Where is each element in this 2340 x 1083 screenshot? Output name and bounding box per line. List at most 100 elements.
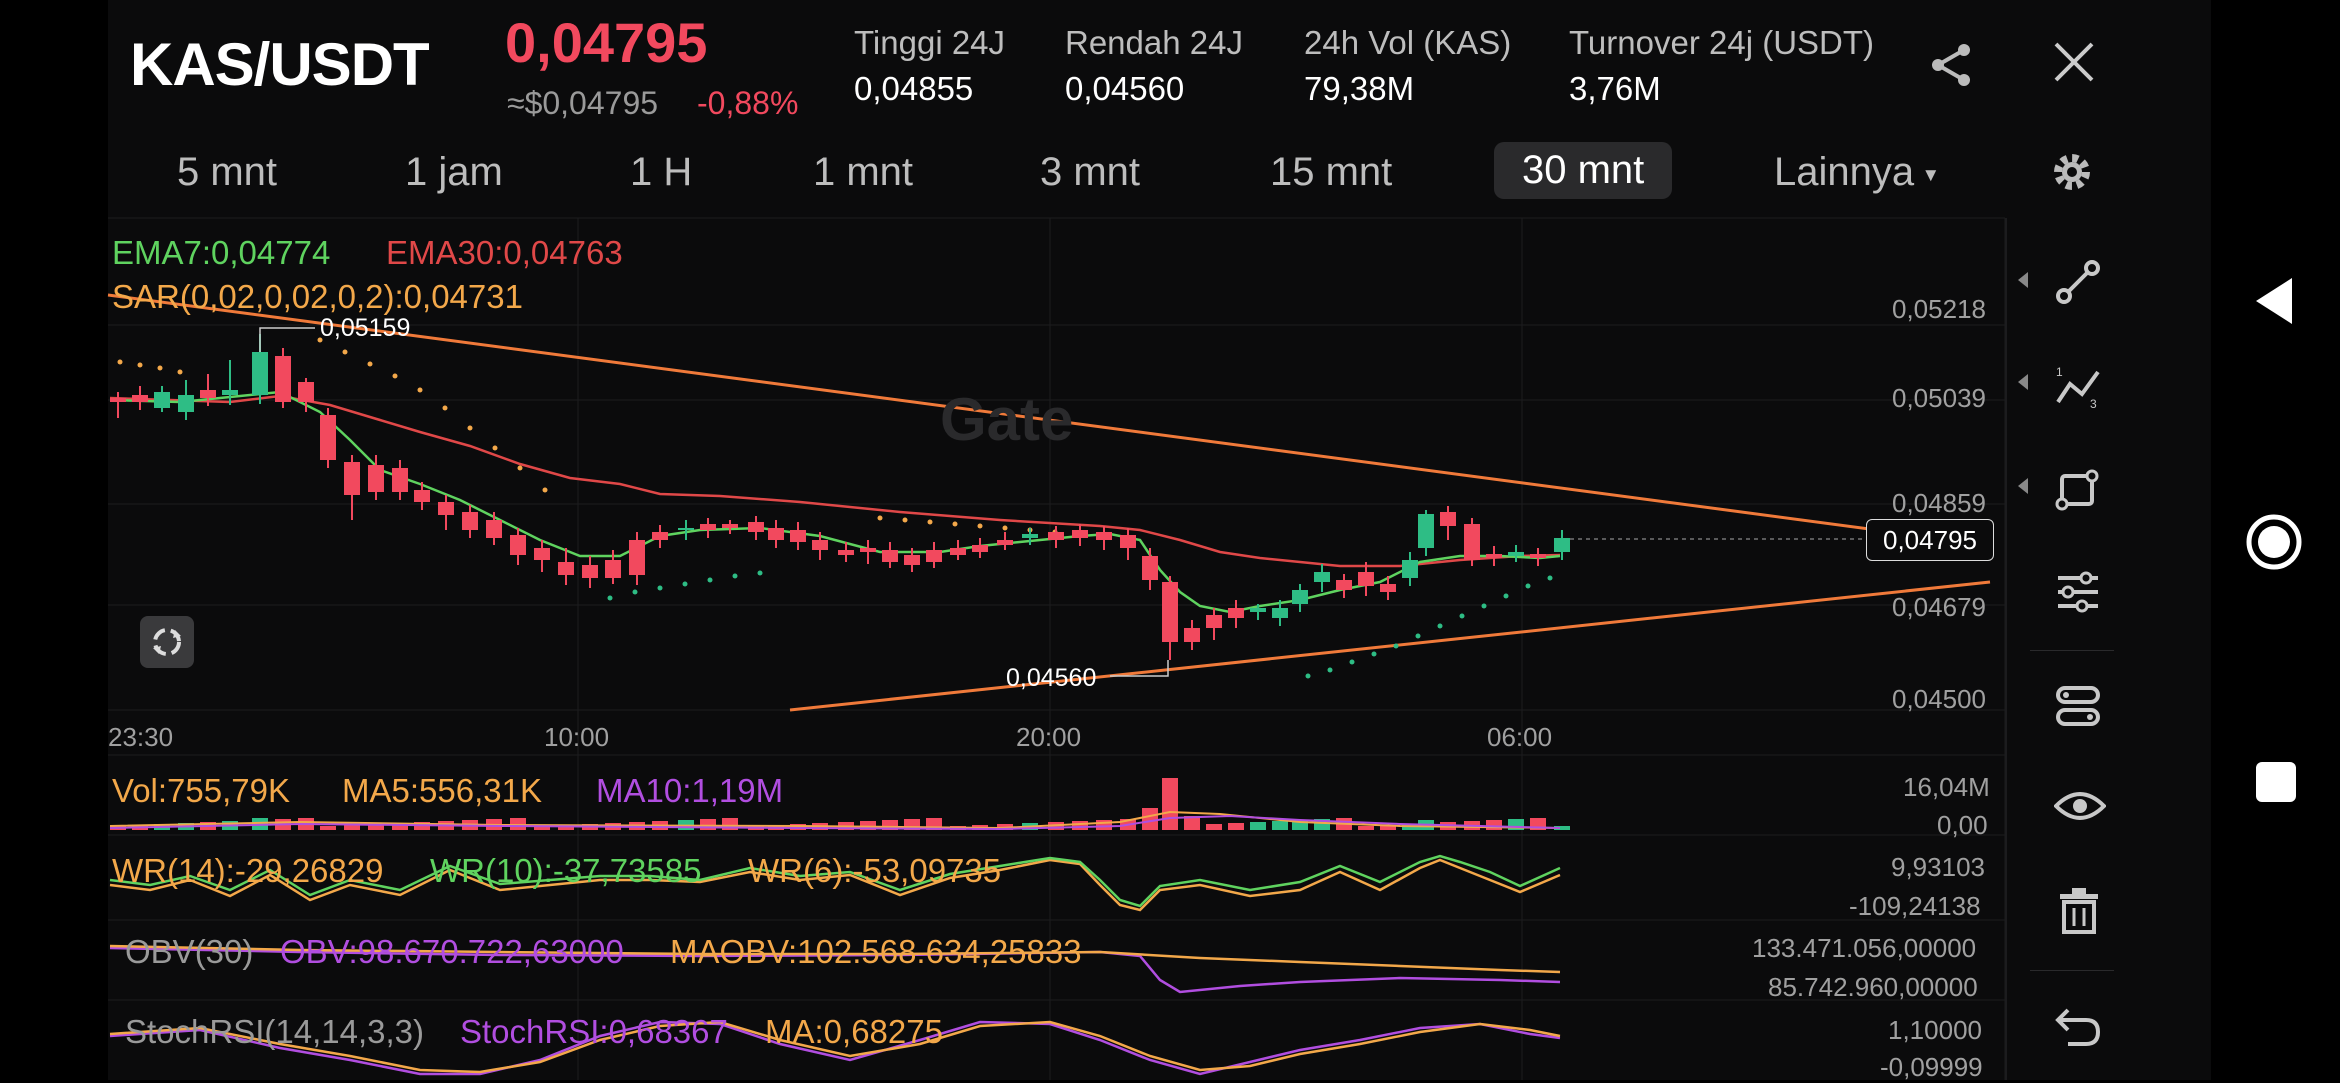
stochrsi-line: [109, 1020, 1561, 1076]
path-tool-icon[interactable]: [2054, 682, 2102, 735]
candle-body: [558, 562, 574, 575]
low-price-marker: 0,04560: [1006, 664, 1097, 692]
y-axis-label: 0,04859: [1892, 488, 1986, 518]
volume-bar: [1162, 778, 1178, 830]
candle-body: [605, 560, 621, 578]
obv-axis-max: 133.471.056,00000: [1752, 933, 1977, 963]
candle-body: [1142, 556, 1158, 580]
settings-sliders-icon[interactable]: [2054, 568, 2102, 621]
chart-settings-gear-icon[interactable]: [2050, 150, 2094, 199]
stochrsi-ma-line: [109, 1020, 1561, 1074]
wr10-line: [109, 854, 1561, 908]
recents-icon[interactable]: [2254, 760, 2298, 809]
candle-body: [838, 550, 854, 555]
candle-body: [1314, 572, 1330, 582]
candle-body: [1402, 560, 1418, 578]
close-icon[interactable]: [2052, 40, 2096, 89]
candle-body: [320, 415, 336, 460]
candle-body: [768, 528, 784, 540]
toolbar-divider: [2005, 218, 2007, 1080]
wr14-label: WR(14):-29,26829: [112, 852, 384, 889]
eye-icon[interactable]: [2053, 786, 2107, 831]
candle-body: [1336, 580, 1352, 590]
expand-caret-icon[interactable]: [2018, 272, 2028, 288]
candle-body: [812, 540, 828, 550]
tab-1h[interactable]: 1 H: [630, 150, 693, 194]
candle-body: [678, 528, 694, 530]
trendline-upper: [107, 293, 1991, 547]
tab-3mnt[interactable]: 3 mnt: [1040, 150, 1141, 194]
x-axis-label: 23:30: [108, 722, 174, 752]
obv-line: [109, 946, 1561, 994]
home-icon[interactable]: [2244, 512, 2304, 577]
expand-caret-icon[interactable]: [2018, 478, 2028, 494]
draw-line-icon[interactable]: [2054, 258, 2102, 311]
stochrsi-ma-label: MA:0,68275: [765, 1013, 943, 1050]
candle-body: [1486, 554, 1502, 558]
more-label: Lainnya: [1774, 150, 1915, 194]
candle-body: [1072, 530, 1088, 538]
candle-body: [1440, 512, 1456, 526]
chart-mode-button[interactable]: [140, 616, 194, 668]
candle-body: [1554, 538, 1570, 552]
candle-body: [1022, 534, 1038, 538]
high-marker-line: [259, 327, 315, 352]
volume-bar: [1314, 819, 1330, 830]
share-icon[interactable]: [1926, 40, 1976, 95]
candle-body: [1228, 608, 1244, 618]
volume-bar: [1358, 826, 1374, 830]
candle-body: [1292, 590, 1308, 604]
volume-bar: [860, 821, 876, 830]
candle-body: [722, 524, 738, 528]
tab-15mnt[interactable]: 15 mnt: [1270, 150, 1393, 194]
volume-bar: [1072, 821, 1088, 830]
volume-bar: [1508, 819, 1524, 830]
volume-bar: [1228, 823, 1244, 830]
last-price: 0,04795: [505, 11, 708, 74]
trash-icon[interactable]: [2058, 886, 2100, 939]
tab-1jam[interactable]: 1 jam: [405, 150, 503, 194]
candle-body: [652, 532, 668, 540]
expand-caret-icon[interactable]: [2018, 374, 2028, 390]
candle-body: [510, 535, 526, 555]
candle-body: [1358, 572, 1374, 586]
app-window: [108, 0, 2211, 1080]
volume-bar: [510, 818, 526, 830]
tab-30mnt[interactable]: 30 mnt: [1494, 142, 1673, 199]
undo-icon[interactable]: [2054, 1004, 2102, 1053]
candle-body: [926, 550, 942, 562]
volume-bar: [1554, 826, 1570, 830]
more-timeframes-dropdown[interactable]: Lainnya ▾: [1774, 150, 1936, 195]
stat-turnover-value: 3,76M: [1569, 70, 1661, 107]
candle-body: [1250, 608, 1266, 612]
tab-5mnt[interactable]: 5 mnt: [177, 150, 278, 194]
volume-bar: [392, 823, 408, 830]
candle-body: [298, 382, 314, 402]
candle-body: [534, 548, 550, 560]
volume-bar: [1142, 808, 1158, 830]
caret-down-icon: ▾: [1925, 161, 1937, 187]
wr10-label: WR(10):-37,73585: [430, 852, 702, 889]
vol-ma5-line: [109, 810, 1561, 830]
back-icon[interactable]: [2252, 276, 2296, 331]
candle-body: [110, 398, 126, 402]
price-change: -0,88%: [697, 85, 799, 121]
candle-body: [1162, 582, 1178, 642]
volume-bar: [1292, 820, 1308, 830]
volume-bar: [1380, 825, 1396, 830]
shape-tool-icon[interactable]: [2054, 464, 2102, 517]
candle-body: [1096, 532, 1112, 540]
wr14-line: [109, 858, 1561, 912]
volume-bar: [1486, 820, 1502, 830]
x-axis-label: 10:00: [544, 722, 610, 752]
y-axis-label: 0,04679: [1892, 592, 1986, 622]
candle-body: [997, 540, 1013, 545]
volume-bar: [1250, 822, 1266, 830]
tab-1mnt[interactable]: 1 mnt: [813, 150, 914, 194]
stoch-axis-max: 1,10000: [1888, 1015, 1982, 1045]
wr-axis-min: -109,24138: [1849, 891, 1981, 921]
candle-body: [1380, 584, 1396, 592]
pair-title[interactable]: KAS/USDT: [130, 31, 430, 98]
